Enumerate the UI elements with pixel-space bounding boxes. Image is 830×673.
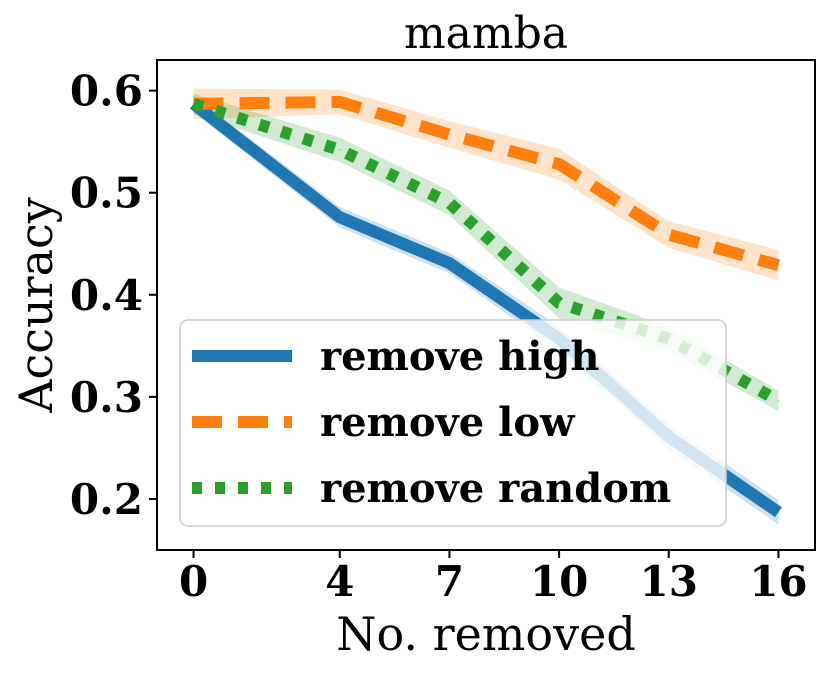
x-axis-label: No. removed [336, 607, 636, 661]
x-tick-label: 10 [530, 557, 588, 606]
x-tick-label: 13 [640, 557, 698, 606]
y-axis-label: Accuracy [9, 197, 63, 414]
legend-label-0: remove high [320, 333, 599, 380]
point-series-0-1 [339, 216, 341, 218]
chart-title: mamba [404, 8, 568, 59]
y-tick-label: 0.2 [70, 475, 143, 524]
point-series-2-0 [193, 103, 195, 105]
point-series-0-5 [777, 511, 779, 513]
legend: remove high remove low remove random [179, 319, 727, 527]
x-tick-label: 0 [179, 557, 208, 606]
point-series-1-2 [448, 134, 450, 136]
x-tick-label: 4 [325, 557, 354, 606]
point-series-2-2 [448, 202, 450, 204]
y-axis-ticks: 0.2 0.3 0.4 0.5 0.6 [70, 67, 157, 524]
legend-label-1: remove low [320, 399, 576, 446]
point-series-2-3 [558, 302, 560, 304]
plot-frame [156, 59, 816, 551]
x-tick-label: 7 [435, 557, 464, 606]
y-tick-label: 0.5 [70, 169, 143, 218]
band-series-1 [193, 88, 779, 281]
x-axis-ticks: 0 4 7 10 13 16 [179, 550, 808, 606]
y-tick-label: 0.4 [70, 271, 143, 320]
point-series-1-4 [668, 234, 670, 236]
line-series-1 [193, 95, 781, 271]
legend-box [179, 319, 727, 527]
point-series-1-1 [339, 101, 341, 103]
y-tick-label: 0.3 [70, 373, 143, 422]
y-tick-label: 0.6 [70, 67, 143, 116]
x-tick-label: 16 [749, 557, 807, 606]
point-series-2-1 [339, 149, 341, 151]
legend-label-2: remove random [320, 465, 671, 512]
point-series-1-3 [558, 163, 560, 165]
point-series-2-5 [777, 400, 779, 402]
point-series-1-5 [777, 264, 779, 266]
point-series-0-2 [448, 262, 450, 264]
